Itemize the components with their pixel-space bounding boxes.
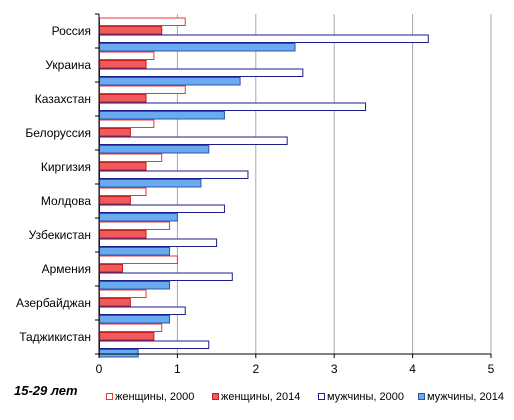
bar-6-series-4 <box>99 213 178 222</box>
legend-item-4: мужчины, 2014 <box>418 390 504 404</box>
bar-3-series-3 <box>99 102 367 111</box>
category-label-3: Казахстан <box>35 92 91 106</box>
bar-chart: Россия Украина Казахстан Белоруссия Киргизия… <box>16 13 495 376</box>
bars <box>99 17 429 358</box>
category-label-10: Таджикистан <box>19 330 91 344</box>
x-tick-label-1: 1 <box>174 362 181 376</box>
legend-item-1: женщины, 2000 <box>106 390 194 404</box>
bar-9-series-2 <box>99 298 131 307</box>
bar-3-series-1 <box>99 85 186 94</box>
category-label-5: Киргизия <box>41 160 91 174</box>
bar-4-series-1 <box>99 119 155 128</box>
legend-label-3: мужчины, 2000 <box>327 391 404 403</box>
bar-2-series-1 <box>99 51 155 60</box>
category-labels: Россия Украина Казахстан Белоруссия Киргизия… <box>16 24 91 344</box>
bar-4-series-2 <box>99 128 131 137</box>
bar-10-series-2 <box>99 332 155 341</box>
gridlines <box>176 14 492 354</box>
category-label-9: Азербайджан <box>16 296 91 310</box>
legend-swatch-4 <box>418 392 425 400</box>
bar-4-series-3 <box>99 136 288 145</box>
legend-label-4: мужчины, 2014 <box>427 391 504 403</box>
x-tick-label-0: 0 <box>96 362 103 376</box>
bar-7-series-1 <box>99 221 171 230</box>
legend-swatch-1 <box>106 392 113 400</box>
bar-3-series-4 <box>99 111 225 120</box>
bar-1-series-4 <box>99 43 296 52</box>
bar-10-series-1 <box>99 323 163 332</box>
bar-8-series-4 <box>99 281 171 290</box>
category-label-6: Молдова <box>41 194 91 208</box>
bar-5-series-2 <box>99 162 147 171</box>
category-label-7: Узбекистан <box>29 228 91 242</box>
legend-label-2: женщины, 2014 <box>221 391 301 403</box>
category-label-4: Белоруссия <box>25 126 91 140</box>
bar-1-series-3 <box>99 34 429 43</box>
bar-8-series-1 <box>99 255 178 264</box>
bar-9-series-3 <box>99 306 186 315</box>
tick-labels: 0 1 2 3 4 5 <box>96 362 495 376</box>
x-tick-label-4: 4 <box>409 362 416 376</box>
bar-6-series-3 <box>99 204 225 213</box>
bar-5-series-3 <box>99 170 249 179</box>
category-label-8: Армения <box>42 262 91 276</box>
legend-item-3: мужчины, 2000 <box>318 390 404 404</box>
bar-8-series-3 <box>99 272 233 281</box>
legend-label-1: женщины, 2000 <box>115 391 195 403</box>
bar-10-series-3 <box>99 340 210 349</box>
bar-4-series-4 <box>99 145 210 154</box>
age-group-caption: 15-29 лет <box>14 383 78 398</box>
category-label-2: Украина <box>45 58 91 72</box>
x-tick-label-5: 5 <box>488 362 495 376</box>
bar-10-series-4 <box>99 349 139 358</box>
x-tick-label-2: 2 <box>252 362 259 376</box>
bar-8-series-2 <box>99 264 124 273</box>
legend-swatch-2 <box>212 392 219 400</box>
axes <box>95 13 492 358</box>
bar-2-series-2 <box>99 60 147 69</box>
x-tick-label-3: 3 <box>331 362 338 376</box>
bar-9-series-4 <box>99 315 171 324</box>
bar-6-series-1 <box>99 187 147 196</box>
bar-2-series-3 <box>99 68 304 77</box>
bar-5-series-4 <box>99 179 202 188</box>
bar-2-series-4 <box>99 77 241 86</box>
bar-5-series-1 <box>99 153 163 162</box>
bar-7-series-3 <box>99 238 218 247</box>
category-label-1: Россия <box>52 24 91 38</box>
legend-swatch-3 <box>318 392 325 400</box>
bar-3-series-2 <box>99 94 147 103</box>
bar-9-series-1 <box>99 289 147 298</box>
legend: женщины, 2000 женщины, 2014 мужчины, 2000 м… <box>106 390 510 406</box>
bar-7-series-2 <box>99 230 147 239</box>
bar-1-series-2 <box>99 26 163 35</box>
bar-1-series-1 <box>99 17 186 26</box>
bar-6-series-2 <box>99 196 131 205</box>
legend-item-2: женщины, 2014 <box>212 390 300 404</box>
bar-7-series-4 <box>99 247 171 256</box>
